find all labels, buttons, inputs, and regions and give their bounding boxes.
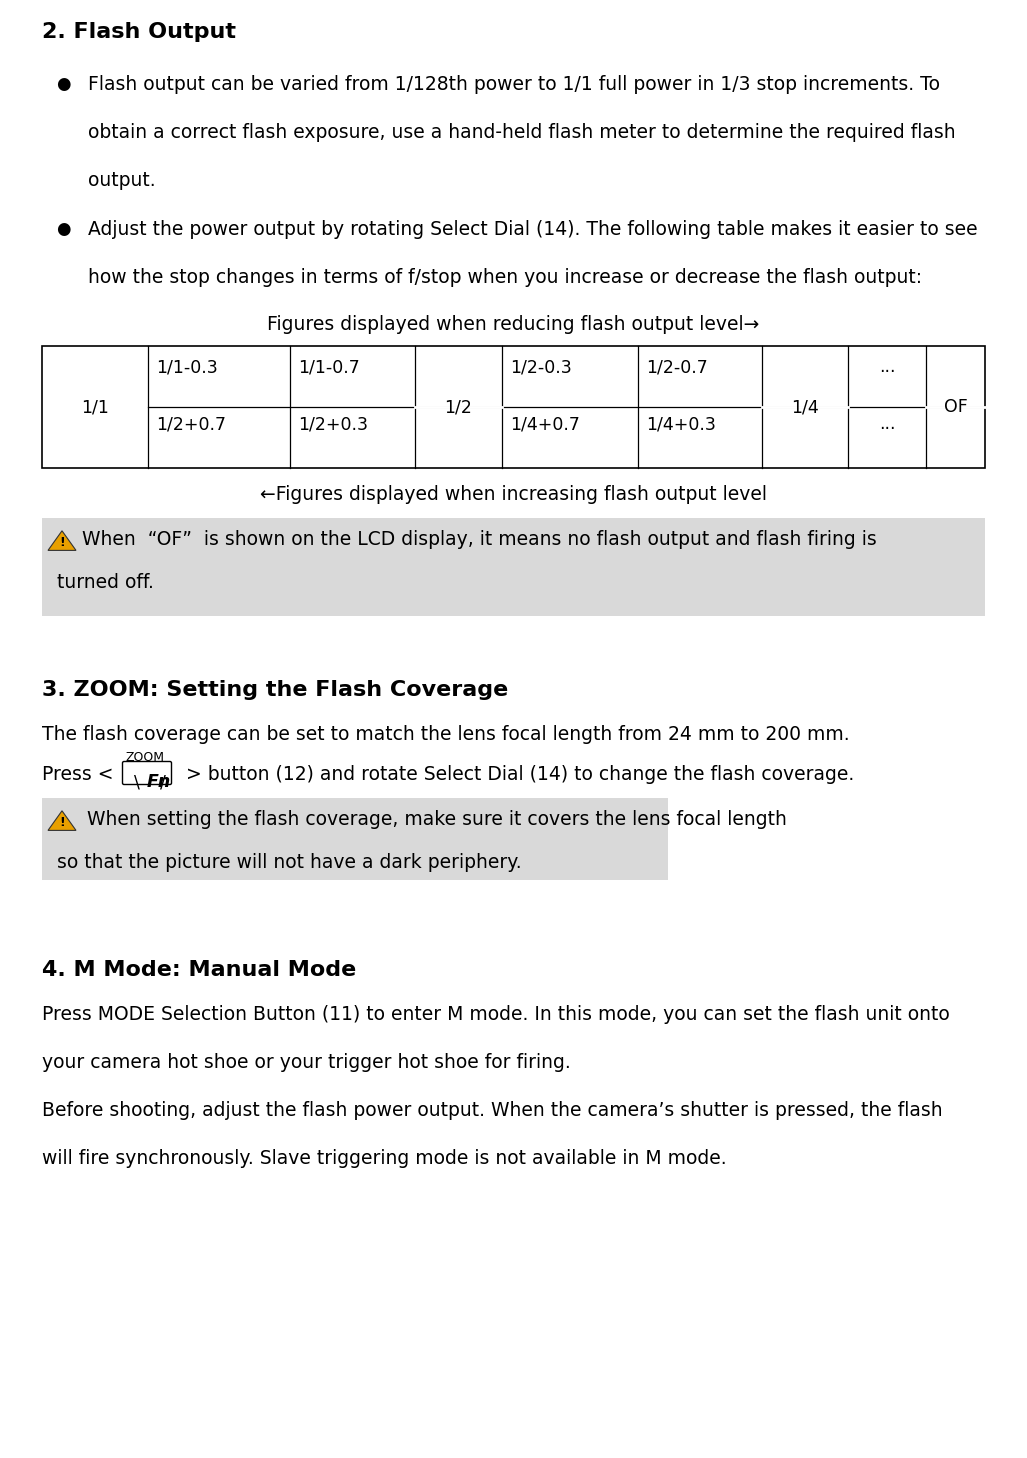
Bar xyxy=(42,346,985,468)
Text: > button (12) and rotate Select Dial (14) to change the flash coverage.: > button (12) and rotate Select Dial (14… xyxy=(180,765,854,784)
Text: The flash coverage can be set to match the lens focal length from 24 mm to 200 m: The flash coverage can be set to match t… xyxy=(42,725,849,744)
Text: Before shooting, adjust the flash power output. When the camera’s shutter is pre: Before shooting, adjust the flash power … xyxy=(42,1101,943,1120)
Polygon shape xyxy=(48,531,76,551)
Text: 1/2+0.3: 1/2+0.3 xyxy=(298,416,368,433)
Text: 1/4+0.3: 1/4+0.3 xyxy=(646,416,716,433)
Text: ●: ● xyxy=(56,220,71,238)
Text: Figures displayed when reducing flash output level→: Figures displayed when reducing flash ou… xyxy=(267,315,759,334)
Text: your camera hot shoe or your trigger hot shoe for firing.: your camera hot shoe or your trigger hot… xyxy=(42,1053,571,1072)
Text: Adjust the power output by rotating Select Dial (14). The following table makes : Adjust the power output by rotating Sele… xyxy=(88,220,978,239)
Bar xyxy=(42,798,668,881)
Text: Press MODE Selection Button (11) to enter M mode. In this mode, you can set the : Press MODE Selection Button (11) to ente… xyxy=(42,1005,950,1024)
Text: turned off.: turned off. xyxy=(58,573,154,592)
Text: Fn: Fn xyxy=(147,773,172,792)
Bar xyxy=(42,518,985,615)
Polygon shape xyxy=(48,811,76,831)
Text: 2. Flash Output: 2. Flash Output xyxy=(42,22,236,42)
Text: Flash output can be varied from 1/128th power to 1/1 full power in 1/3 stop incr: Flash output can be varied from 1/128th … xyxy=(88,74,940,93)
Text: 1/2-0.3: 1/2-0.3 xyxy=(510,359,572,376)
Text: obtain a correct flash exposure, use a hand-held flash meter to determine the re: obtain a correct flash exposure, use a h… xyxy=(88,122,956,141)
Text: 1/2-0.7: 1/2-0.7 xyxy=(646,359,708,376)
Text: !: ! xyxy=(60,537,65,550)
Text: When setting the flash coverage, make sure it covers the lens focal length: When setting the flash coverage, make su… xyxy=(87,811,787,830)
Text: /: / xyxy=(160,773,166,792)
FancyBboxPatch shape xyxy=(122,761,172,784)
Text: ...: ... xyxy=(879,416,896,433)
Text: 1/2: 1/2 xyxy=(445,398,472,416)
Text: When  “OF”  is shown on the LCD display, it means no flash output and flash firi: When “OF” is shown on the LCD display, i… xyxy=(82,531,877,550)
Text: how the stop changes in terms of f/stop when you increase or decrease the flash : how the stop changes in terms of f/stop … xyxy=(88,268,922,287)
Text: ZOOM: ZOOM xyxy=(126,751,165,764)
Text: 1/2+0.7: 1/2+0.7 xyxy=(156,416,226,433)
Text: \: \ xyxy=(134,773,146,792)
Text: ●: ● xyxy=(56,74,71,93)
Text: 1/4+0.7: 1/4+0.7 xyxy=(510,416,580,433)
Text: 3. ZOOM: Setting the Flash Coverage: 3. ZOOM: Setting the Flash Coverage xyxy=(42,679,508,700)
Text: OF: OF xyxy=(944,398,967,416)
Text: 1/1-0.7: 1/1-0.7 xyxy=(298,359,359,376)
Text: 1/1-0.3: 1/1-0.3 xyxy=(156,359,218,376)
Text: so that the picture will not have a dark periphery.: so that the picture will not have a dark… xyxy=(58,853,522,872)
Text: ←Figures displayed when increasing flash output level: ←Figures displayed when increasing flash… xyxy=(260,486,766,504)
Text: 4. M Mode: Manual Mode: 4. M Mode: Manual Mode xyxy=(42,959,356,980)
Text: will fire synchronously. Slave triggering mode is not available in M mode.: will fire synchronously. Slave triggerin… xyxy=(42,1149,727,1168)
Text: 1/1: 1/1 xyxy=(81,398,109,416)
Text: Press <: Press < xyxy=(42,765,114,784)
Text: !: ! xyxy=(60,816,65,830)
Text: ...: ... xyxy=(879,359,896,376)
Text: 1/4: 1/4 xyxy=(791,398,819,416)
Text: output.: output. xyxy=(88,171,156,190)
